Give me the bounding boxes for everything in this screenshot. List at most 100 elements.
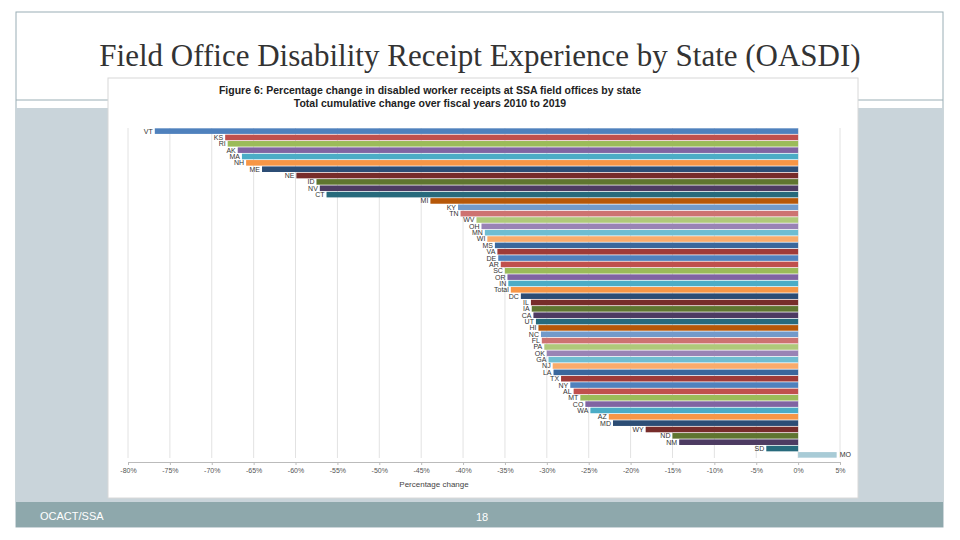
tick-mark <box>212 462 213 465</box>
tick: 5% <box>835 462 845 474</box>
category-labels: VTKSRIAKMANHMENEIDNVCTMIKYTNWVOHMNWIMSVA… <box>144 128 852 459</box>
x-axis: -80% -75% -70% -65% -60% -55% -50% -45% -40% -35%… <box>120 462 845 474</box>
tick: -75% <box>162 462 178 474</box>
tick: -55% <box>330 462 346 474</box>
tick: -10% <box>707 462 723 474</box>
tick-mark <box>421 462 422 465</box>
tick-mark <box>589 462 590 465</box>
tick-label: -20% <box>623 467 639 474</box>
tick: -5% <box>751 462 763 474</box>
grid-line <box>295 128 296 458</box>
bar <box>476 217 798 223</box>
bar <box>508 281 798 287</box>
tick-label: -5% <box>751 467 763 474</box>
bar <box>561 376 798 382</box>
tick-mark <box>505 462 506 465</box>
category-label: WY <box>632 426 644 433</box>
tick-label: -40% <box>455 467 471 474</box>
bar <box>320 185 798 191</box>
tick: -50% <box>372 462 388 474</box>
bar <box>533 312 798 318</box>
bar <box>548 357 798 363</box>
bar <box>547 351 798 357</box>
tick-mark <box>840 462 841 465</box>
tick-mark <box>170 462 171 465</box>
tick-label: -35% <box>497 467 513 474</box>
bar <box>296 173 798 179</box>
bar <box>538 325 798 331</box>
tick: 0% <box>794 462 804 474</box>
tick-mark <box>714 462 715 465</box>
bar <box>609 414 798 420</box>
bar <box>570 382 798 388</box>
tick-mark <box>337 462 338 465</box>
bar <box>458 205 798 211</box>
bar <box>554 370 799 376</box>
category-label: VT <box>144 128 154 135</box>
bar <box>531 300 798 306</box>
tick-label: -55% <box>330 467 346 474</box>
footer-band <box>16 502 943 527</box>
bar <box>541 331 798 337</box>
tick-mark <box>756 462 757 465</box>
tick-mark <box>631 462 632 465</box>
tick-label: -60% <box>288 467 304 474</box>
bar <box>485 230 798 236</box>
tick-label: -30% <box>539 467 555 474</box>
bar <box>542 338 798 344</box>
slide-frame <box>16 12 943 527</box>
bar <box>574 389 798 395</box>
bar <box>501 262 798 268</box>
footer-text: OCACT/SSA <box>40 510 104 522</box>
tick: -20% <box>623 462 639 474</box>
category-label: DC <box>509 293 519 300</box>
category-label: ME <box>250 166 261 173</box>
tick-label: -75% <box>162 467 178 474</box>
slide: Field Office Disability Receipt Experien… <box>0 0 960 540</box>
tick-mark <box>547 462 548 465</box>
bar <box>238 147 798 153</box>
tick-mark <box>296 462 297 465</box>
bar <box>521 293 798 299</box>
grid-line <box>211 128 212 458</box>
category-label: TN <box>449 210 458 217</box>
tick: -35% <box>497 462 513 474</box>
tick-label: -25% <box>581 467 597 474</box>
tick-label: 5% <box>835 467 845 474</box>
tick-label: -70% <box>204 467 220 474</box>
category-label: NE <box>285 172 295 179</box>
bar <box>495 243 798 249</box>
bar <box>553 363 798 369</box>
bar <box>507 274 798 280</box>
x-axis-title: Percentage change <box>399 480 469 489</box>
category-label: MD <box>600 420 611 427</box>
tick: -60% <box>288 462 304 474</box>
tick: -15% <box>665 462 681 474</box>
bar <box>511 287 798 293</box>
tick: -80% <box>120 462 136 474</box>
bar <box>430 198 798 204</box>
bar <box>532 306 798 312</box>
grid-line <box>128 128 129 458</box>
bars <box>155 128 837 457</box>
grid-line <box>253 128 254 458</box>
tick-label: -50% <box>372 467 388 474</box>
grid-line <box>169 128 170 458</box>
tick: -25% <box>581 462 597 474</box>
bar <box>505 268 798 274</box>
tick-label: -65% <box>246 467 262 474</box>
slide-background <box>0 0 960 540</box>
tick-mark <box>463 462 464 465</box>
bar <box>766 446 798 452</box>
bar <box>242 154 798 160</box>
bar <box>585 401 798 407</box>
category-label: NM <box>666 439 677 446</box>
bar <box>798 452 837 458</box>
tick: -45% <box>414 462 430 474</box>
tick-label: -45% <box>414 467 430 474</box>
tick-mark <box>379 462 380 465</box>
tick-mark <box>798 462 799 465</box>
tick-mark <box>128 462 129 465</box>
tick-label: -15% <box>665 467 681 474</box>
bar <box>461 211 799 217</box>
